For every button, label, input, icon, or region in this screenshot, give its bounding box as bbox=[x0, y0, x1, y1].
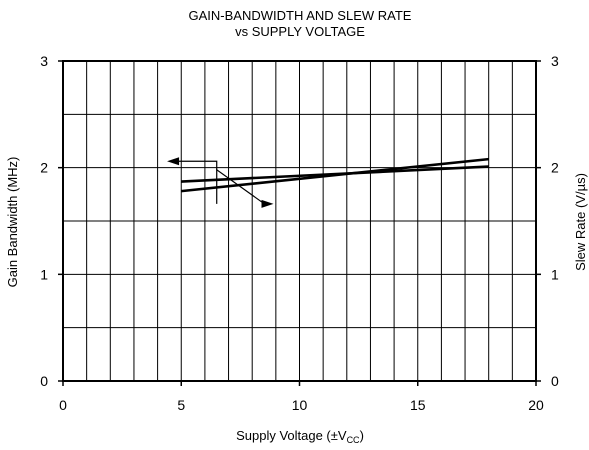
y-left-tick-label: 0 bbox=[40, 373, 48, 389]
plot-frame bbox=[62, 60, 537, 382]
chart-title-line-2: vs SUPPLY VOLTAGE bbox=[235, 24, 365, 39]
data-series bbox=[181, 157, 489, 193]
arrow-right-icon bbox=[261, 199, 274, 208]
y-right-tick-label: 2 bbox=[551, 160, 559, 176]
chart-title-line-1: GAIN-BANDWIDTH AND SLEW RATE bbox=[189, 8, 412, 23]
y-right-tick-label: 3 bbox=[551, 53, 559, 69]
grid-lines bbox=[63, 61, 536, 381]
x-axis-label: Supply Voltage (±VCC) bbox=[236, 428, 364, 445]
indicator-connector-line bbox=[176, 160, 218, 170]
arrow-left-icon bbox=[167, 157, 180, 166]
y-right-tick-label: 1 bbox=[551, 266, 559, 282]
x-tick-label: 10 bbox=[292, 397, 308, 413]
indicator-connector-line bbox=[216, 168, 265, 205]
y-left-tick-label: 3 bbox=[40, 53, 48, 69]
axis-indicator-arrows bbox=[167, 157, 274, 208]
x-tick-label: 0 bbox=[59, 397, 67, 413]
x-axis-label-suffix: ) bbox=[360, 428, 364, 443]
x-tick-label: 15 bbox=[410, 397, 426, 413]
tick-labels: 0 5 10 15 20 0 1 2 3 0 1 2 3 bbox=[40, 53, 559, 413]
y-axis-label-right: Slew Rate (V/µs) bbox=[573, 173, 588, 271]
y-left-tick-label: 2 bbox=[40, 160, 48, 176]
x-axis-label-subscript: CC bbox=[347, 435, 360, 445]
y-right-tick-label: 0 bbox=[551, 373, 559, 389]
x-tick-label: 5 bbox=[177, 397, 185, 413]
y-left-tick-label: 1 bbox=[40, 266, 48, 282]
x-axis-label-prefix: Supply Voltage (±V bbox=[236, 428, 347, 443]
slew-rate-curve bbox=[181, 157, 489, 193]
x-tick-label: 20 bbox=[528, 397, 544, 413]
y-axis-label-left: Gain Bandwidth (MHz) bbox=[5, 157, 20, 288]
